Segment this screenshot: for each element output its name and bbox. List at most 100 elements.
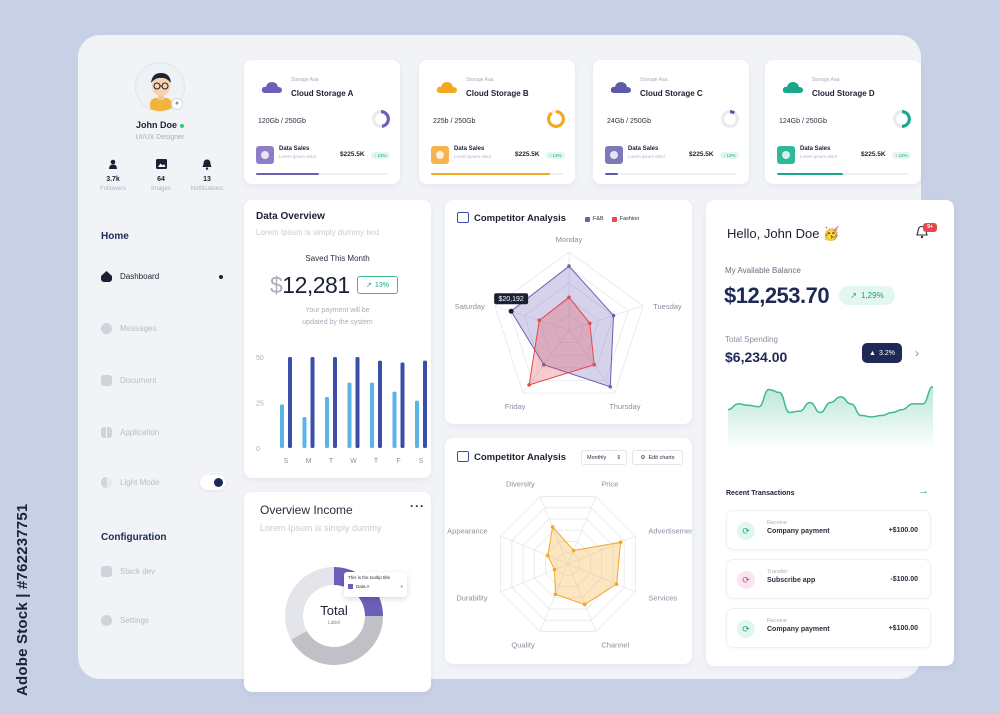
sidebar-item-application[interactable]: Application — [101, 427, 159, 438]
radar-axis-label: Thursday — [609, 402, 641, 411]
notification-count-badge: 9+ — [923, 223, 937, 232]
overview-income-card: Overview Income ··· Lorem Ipsum is simpl… — [244, 492, 431, 692]
radar-axis-label: Price — [601, 480, 618, 489]
storage-progress-track — [256, 173, 388, 175]
storage-card[interactable]: Storage Aaa Cloud Storage A 120Gb / 250G… — [244, 60, 400, 184]
spending-change-badge: ▲ 3.2% — [862, 343, 902, 363]
radar-point — [582, 602, 587, 607]
more-options-icon[interactable]: ··· — [410, 499, 425, 513]
usage-ring — [372, 110, 390, 128]
radar-point — [587, 321, 592, 326]
edit-charts-button[interactable]: ⚙ Edit charts — [632, 450, 683, 465]
sidebar-item-dashboard[interactable]: Dashboard — [101, 271, 159, 282]
sidebar-item-light-mode: Light Mode — [101, 477, 160, 488]
legend-label: F&B — [593, 216, 604, 222]
transaction-name: Company payment — [767, 528, 830, 535]
transaction-item[interactable]: ⟳ Transfer Subscribe app -$100.00 — [726, 559, 931, 599]
tooltip-item: Data A × — [348, 584, 403, 589]
nav-heading-home: Home — [101, 231, 129, 242]
radar-axis — [500, 535, 569, 565]
light-mode-toggle[interactable] — [200, 475, 226, 490]
currency-symbol: $ — [270, 272, 283, 298]
radar-point — [553, 592, 558, 597]
period-select[interactable]: Monthly ⇕ — [581, 450, 627, 465]
payment-note: Your payment will be updated by the syste… — [244, 305, 431, 329]
radar-axis-label: Diversity — [506, 480, 535, 489]
chevron-right-icon[interactable]: › — [915, 346, 919, 360]
radar-point — [567, 295, 571, 300]
transaction-item[interactable]: ⟳ Receive Company payment +$100.00 — [726, 510, 931, 550]
storage-usage: 124Gb / 250Gb — [779, 118, 827, 125]
stack-icon — [101, 566, 112, 577]
data-sales-subtitle: Lorem ipsum dolor — [800, 154, 838, 159]
balance-change-value: 1,29% — [861, 291, 884, 300]
balance-label: My Available Balance — [725, 266, 801, 275]
radar-axis-label: Durability — [456, 593, 488, 602]
stat-notifications[interactable]: 13 Notifications — [182, 159, 232, 192]
transaction-type: Receive — [767, 618, 787, 624]
data-sales-thumb-icon — [605, 146, 623, 164]
sidebar-item-label: Stack dev — [120, 567, 156, 576]
profile-name-text: John Doe — [135, 120, 177, 130]
document-icon — [101, 375, 112, 386]
data-sales-info: Data Sales Lorem ipsum dolor — [279, 146, 316, 159]
sidebar-item-document[interactable]: Document — [101, 375, 156, 386]
profile-role: UI/UX Designer — [135, 134, 185, 141]
close-icon[interactable]: × — [400, 584, 403, 589]
stat-images[interactable]: 64 Images — [136, 159, 186, 192]
x-tick-label: F — [396, 458, 400, 465]
competitor-radar-chart-2: Price Advertisement Services Channel Quality… — [447, 480, 692, 650]
storage-progress-fill — [777, 173, 843, 175]
x-tick-label: S — [284, 458, 289, 465]
sidebar-item-label: Application — [120, 428, 160, 437]
transaction-item[interactable]: ⟳ Receive Company payment +$100.00 — [726, 608, 931, 648]
radar-axis-label: Appearance — [447, 527, 487, 536]
home-icon — [101, 271, 112, 282]
storage-progress-track — [777, 173, 909, 175]
transaction-amount: +$100.00 — [888, 527, 918, 534]
data-sales-subtitle: Lorem ipsum dolor — [279, 154, 317, 159]
radar-point — [527, 383, 531, 387]
avatar[interactable] — [135, 62, 185, 112]
grid-icon — [101, 427, 112, 438]
radar-point — [541, 362, 546, 367]
storage-card[interactable]: Storage Aaa Cloud Storage C 24Gb / 250Gb… — [593, 60, 749, 184]
bar — [423, 360, 427, 448]
bar — [378, 360, 382, 448]
stat-value: 64 — [157, 176, 165, 183]
sidebar-item-settings[interactable]: Settings — [101, 615, 149, 626]
sidebar-item-messages[interactable]: Messages — [101, 323, 156, 334]
radar-axis — [522, 329, 570, 394]
user-badge-icon[interactable]: ● — [171, 98, 183, 110]
data-sales-value: $225.5K — [340, 151, 365, 158]
online-status-icon — [180, 123, 184, 128]
arrow-right-icon[interactable]: → — [918, 485, 929, 497]
radar-axis-label: Advertisement — [648, 527, 692, 536]
storage-eyebrow: Storage Aaa — [640, 77, 668, 83]
storage-progress-track — [431, 173, 563, 175]
growth-badge: ↗ 13% — [357, 276, 398, 294]
x-tick-label: W — [350, 458, 357, 465]
sidebar-item-label: Document — [120, 376, 157, 385]
radar-point — [552, 567, 557, 572]
y-tick-label: 0 — [256, 446, 260, 453]
stat-followers[interactable]: 3.7k Followers — [88, 159, 138, 192]
transaction-info: Receive Company payment — [767, 618, 830, 633]
transaction-type: Transfer — [767, 569, 788, 575]
radar-grid-ring — [500, 496, 636, 632]
recent-transactions-label: Recent Transactions — [726, 490, 795, 497]
sidebar-item-stack-dev[interactable]: Stack dev — [101, 566, 155, 577]
x-tick-label: S — [419, 458, 424, 465]
bar — [400, 362, 405, 448]
radar-legend: F&B Fashion — [585, 216, 639, 222]
radar-tooltip-point — [508, 308, 514, 314]
data-sales-title: Data Sales — [800, 146, 831, 152]
stat-value: 3.7k — [106, 176, 120, 183]
storage-card[interactable]: Storage Aaa Cloud Storage B 225b / 250Gb… — [419, 60, 575, 184]
user-avatar-icon — [150, 73, 172, 111]
transaction-type-icon: ⟳ — [737, 571, 755, 589]
balance-value: $12,253.70 — [724, 283, 830, 308]
storage-card[interactable]: Storage Aaa Cloud Storage D 124Gb / 250G… — [765, 60, 921, 184]
image-icon — [136, 159, 186, 173]
radar-axis-label: Saturday — [455, 302, 485, 311]
